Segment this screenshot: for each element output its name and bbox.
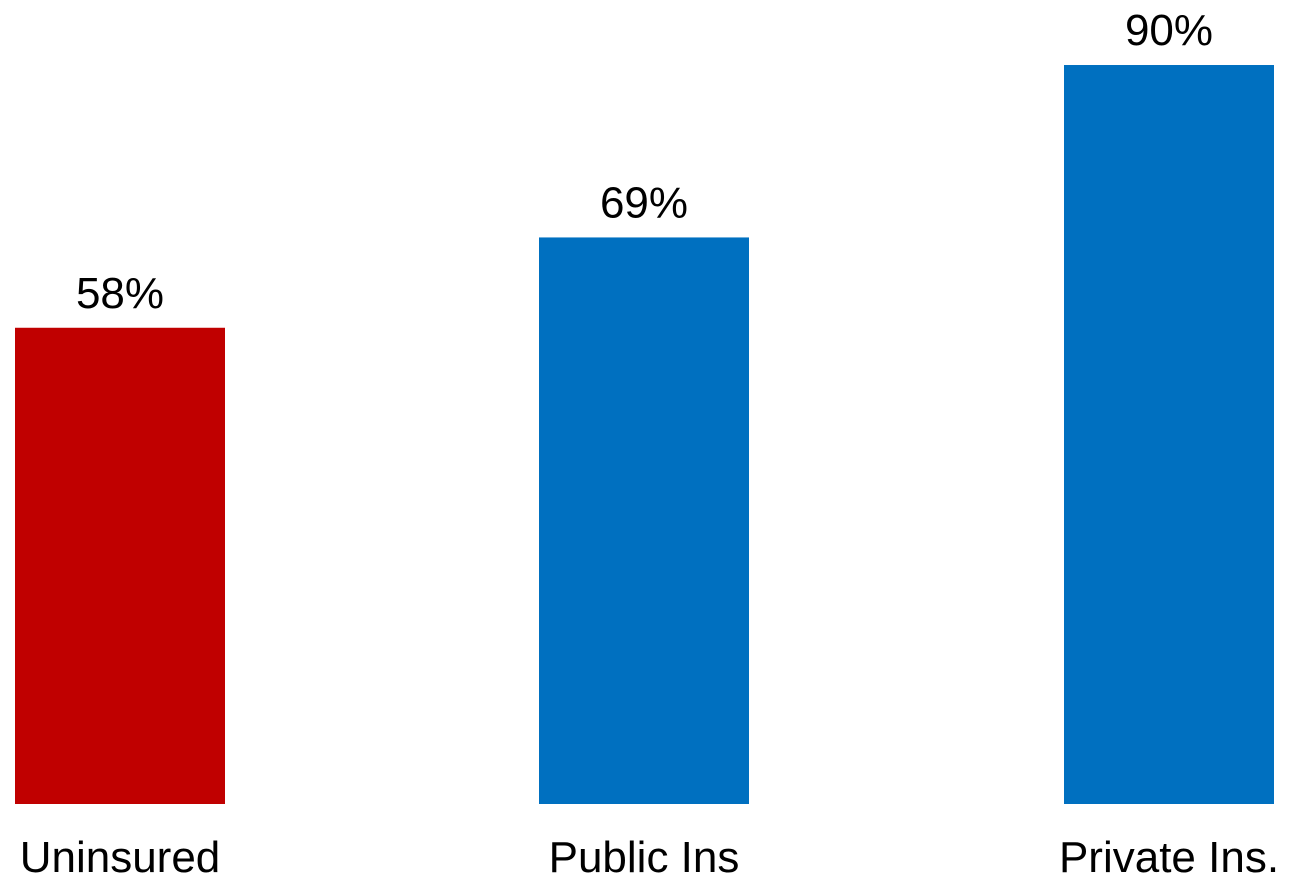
data-label-private-ins: 90% — [1125, 6, 1213, 55]
bar-uninsured — [15, 327, 225, 804]
category-labels-layer: Uninsured Public Ins Private Ins. — [20, 833, 1279, 882]
data-label-uninsured: 58% — [76, 269, 164, 318]
data-label-public-ins: 69% — [600, 178, 688, 227]
bar-public-ins — [539, 237, 749, 805]
category-label-public-ins: Public Ins — [549, 833, 740, 882]
category-label-uninsured: Uninsured — [20, 833, 221, 882]
bars-layer — [15, 65, 1274, 805]
category-label-private-ins: Private Ins. — [1059, 833, 1279, 882]
bar-private-ins — [1064, 65, 1274, 804]
value-labels-layer: 58% 69% 90% — [76, 6, 1213, 318]
